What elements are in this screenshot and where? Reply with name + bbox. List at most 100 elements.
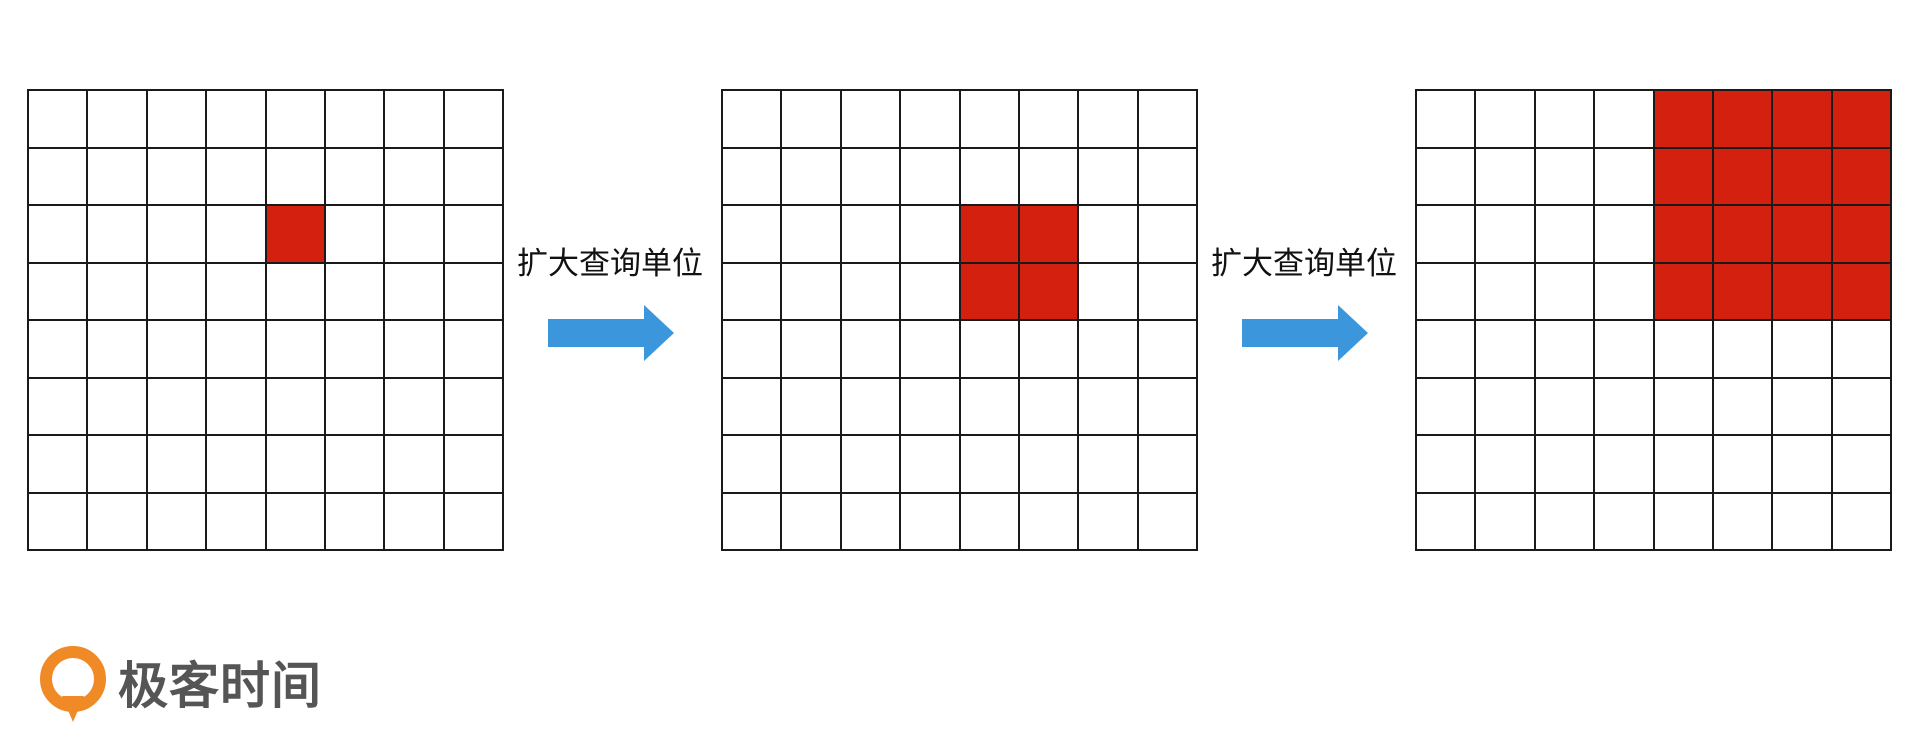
grid-cell [1138,91,1198,149]
grid-cell [88,148,148,206]
grid-cell [1773,378,1833,436]
grid-cell [1713,378,1774,436]
grid-level-2 [721,89,1198,551]
grid-cell [29,378,89,436]
geektime-logo-icon [40,646,106,722]
grid-cell [29,91,89,149]
highlighted-cell [1713,263,1774,321]
grid-cell [444,91,504,149]
grid-cell [266,436,326,494]
grid-cell [1832,321,1892,379]
grid-cell [1595,148,1655,206]
highlighted-cell [1654,91,1714,149]
grid-cell [1654,493,1714,551]
grid-cell [88,436,148,494]
grid-cell [1417,321,1477,379]
grid-cell [147,321,208,379]
grid-cell [1773,493,1833,551]
grid-cell [1595,378,1655,436]
grid-cell [782,206,842,264]
grid-cell [1079,436,1139,494]
grid-cell [207,148,267,206]
grid-cell [723,378,783,436]
grid-cell [29,321,89,379]
grid-cell [325,321,386,379]
grid-cell [1476,436,1536,494]
grid-cell [1138,206,1198,264]
grid-cell [385,263,445,321]
grid-cell [1476,91,1536,149]
grid-cell [266,321,326,379]
grid-cell [1079,91,1139,149]
grid-cell [1019,436,1080,494]
grid-cell [1535,321,1596,379]
grid-cell [1595,206,1655,264]
grid-cell [960,493,1020,551]
grid-cell [147,148,208,206]
highlighted-cell [1654,148,1714,206]
grid-cell [1476,493,1536,551]
grid-cell [1079,378,1139,436]
grid-cell [901,378,961,436]
grid-cell [901,321,961,379]
grid-cell [385,206,445,264]
grid-cell [1417,378,1477,436]
grid-cell [1595,91,1655,149]
highlighted-cell [960,263,1020,321]
grid-cell [1138,436,1198,494]
grid-cell [325,263,386,321]
grid-cell [325,148,386,206]
grid-cell [207,378,267,436]
grid-cell [1079,321,1139,379]
grid-cell [147,263,208,321]
grid-cell [1595,493,1655,551]
grid-cell [266,148,326,206]
grid-cell [266,378,326,436]
grid-cell [88,493,148,551]
grid-cell [207,321,267,379]
grid-cell [325,91,386,149]
grid-cell [1019,321,1080,379]
grid-cell [444,436,504,494]
grid-cell [841,91,902,149]
grid-cell [960,91,1020,149]
grid-cell [782,493,842,551]
grid-cell [29,148,89,206]
grid-cell [29,206,89,264]
highlighted-cell [1832,206,1892,264]
step-label-2: 扩大查询单位 [1211,246,1397,282]
grid-cell [1713,436,1774,494]
highlighted-cell [1832,91,1892,149]
highlighted-cell [1773,91,1833,149]
grid-cell [901,436,961,494]
grid-cell [782,148,842,206]
grid-cell [385,148,445,206]
grid-cell [385,321,445,379]
grid-cell [723,91,783,149]
grid-cell [1417,206,1477,264]
grid-cell [782,91,842,149]
grid-cell [1476,263,1536,321]
grid-cell [782,321,842,379]
grid-cell [1832,493,1892,551]
grid-cell [385,91,445,149]
grid-cell [1476,378,1536,436]
grid-cell [782,263,842,321]
grid-cell [960,321,1020,379]
highlighted-cell [1654,263,1714,321]
grid-cell [444,206,504,264]
grid-cell [147,378,208,436]
grid-cell [1476,321,1536,379]
grid-cell [1654,321,1714,379]
grid-cell [207,91,267,149]
grid-cell [207,493,267,551]
grid-cell [29,436,89,494]
grid-cell [1535,91,1596,149]
grid-cell [1476,206,1536,264]
grid-cell [723,148,783,206]
highlighted-cell [1019,263,1080,321]
grid-cell [444,321,504,379]
grid-cell [385,493,445,551]
grid-cell [1138,321,1198,379]
grid-cell [723,493,783,551]
